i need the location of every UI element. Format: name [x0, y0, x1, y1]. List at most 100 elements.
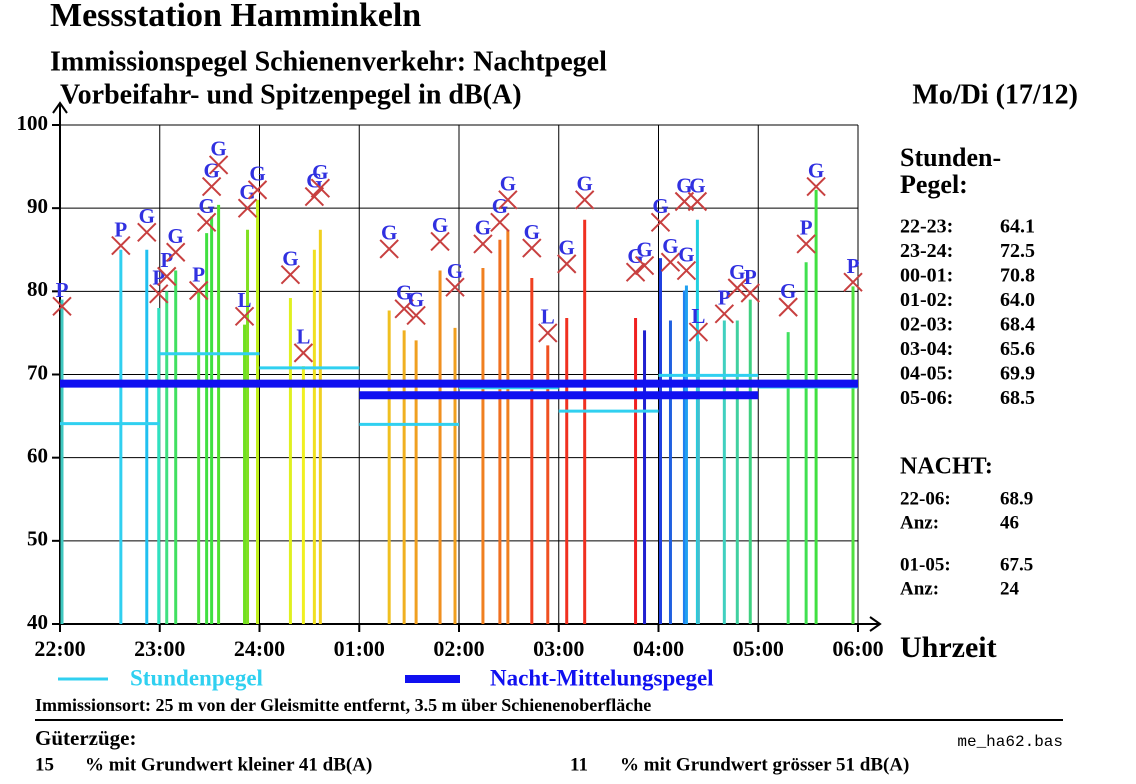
x-tick-label: 02:00	[433, 636, 484, 661]
peak-marker	[166, 242, 186, 262]
peak-marker	[490, 212, 510, 233]
side-value: 67.5	[1000, 554, 1033, 575]
y-tick-label: 60	[27, 443, 48, 467]
y-tick-label: 90	[27, 194, 48, 218]
x-tick-label: 22:00	[34, 636, 85, 661]
peak-marker	[430, 231, 450, 252]
peak-marker	[247, 180, 268, 200]
peak-marker	[650, 212, 671, 233]
side-value: 65.6	[1000, 338, 1035, 360]
side-label: 22-06:	[900, 488, 951, 509]
peak-marker	[201, 176, 222, 197]
side-label: 22-23:	[900, 216, 953, 238]
side-heading: Stunden-	[900, 143, 1001, 172]
footer-text: Güterzüge:	[35, 726, 136, 750]
peak-marker	[149, 284, 169, 304]
y-tick-label: 50	[27, 527, 48, 551]
x-tick-label: 24:00	[234, 636, 285, 661]
side-label: 03-04:	[900, 338, 953, 360]
axis-arrow	[52, 101, 68, 114]
event-label: L	[541, 305, 555, 329]
footer-text: 15	[35, 754, 54, 775]
event-label: P	[800, 216, 813, 240]
peak-marker	[522, 238, 542, 258]
event-label: G	[447, 259, 463, 283]
peak-marker	[796, 234, 816, 254]
side-label: Anz:	[900, 578, 939, 599]
event-label: G	[408, 287, 424, 311]
event-label: L	[691, 304, 705, 328]
axis-arrow	[869, 616, 882, 632]
side-label: 01-05:	[900, 554, 951, 575]
peak-marker	[660, 252, 681, 272]
y-tick-label: 100	[17, 111, 49, 135]
x-tick-label: 23:00	[134, 636, 185, 661]
peak-marker	[137, 222, 157, 242]
peak-marker	[778, 297, 798, 317]
peak-marker	[688, 322, 709, 342]
event-label: G	[780, 279, 796, 303]
side-value: 64.1	[1000, 216, 1035, 238]
side-label: Anz:	[900, 512, 939, 533]
peak-marker	[574, 190, 595, 210]
peak-marker	[237, 198, 258, 218]
peak-marker	[740, 283, 760, 303]
event-label: L	[238, 288, 252, 312]
x-tick-label: 05:00	[733, 636, 784, 661]
side-value: 68.4	[1000, 314, 1035, 336]
x-tick-label: 06:00	[832, 636, 883, 661]
footer-text: Immissionsort: 25 m von der Gleismitte e…	[35, 695, 651, 715]
peak-marker	[727, 278, 748, 298]
period: Mo/Di (17/12)	[912, 79, 1078, 110]
event-label: G	[396, 281, 412, 305]
peak-marker	[406, 305, 426, 326]
peak-marker	[52, 296, 72, 317]
event-label: G	[210, 137, 226, 161]
side-value: 24	[1000, 578, 1020, 599]
event-label: G	[282, 247, 298, 271]
x-axis-label: Uhrzeit	[900, 631, 997, 664]
event-label: G	[312, 160, 328, 184]
side-label: 00-01:	[900, 265, 953, 287]
event-label: G	[577, 172, 593, 196]
event-label: G	[689, 173, 705, 197]
event-label: G	[524, 220, 540, 244]
peak-marker	[538, 323, 558, 343]
event-label: P	[744, 265, 757, 289]
peak-marker	[394, 299, 414, 319]
event-label: G	[475, 216, 491, 240]
side-label: 05-06:	[900, 387, 953, 409]
event-label: G	[492, 194, 508, 218]
event-label: G	[678, 242, 694, 266]
event-label: G	[239, 180, 255, 204]
event-label: G	[203, 158, 219, 182]
side-label: 02-03:	[900, 314, 953, 336]
peak-marker	[280, 264, 301, 285]
event-label: G	[729, 260, 745, 284]
event-label: P	[56, 278, 69, 302]
subtitle: Vorbeifahr- und Spitzenpegel in dB(A)	[60, 79, 522, 110]
event-label: G	[198, 194, 214, 218]
event-label: G	[636, 237, 652, 261]
peak-marker	[473, 234, 493, 254]
side-heading: NACHT:	[900, 454, 993, 480]
peak-marker	[208, 155, 229, 175]
side-value: 69.9	[1000, 363, 1035, 385]
peak-marker	[310, 178, 331, 198]
event-label: G	[676, 173, 692, 197]
x-tick-label: 04:00	[633, 636, 684, 661]
side-label: 04-05:	[900, 363, 953, 385]
peak-marker	[634, 255, 655, 276]
side-label: 23-24:	[900, 240, 953, 262]
peak-marker	[625, 262, 646, 282]
y-tick-label: 70	[27, 360, 48, 384]
peak-marker	[676, 260, 697, 281]
side-value: 72.5	[1000, 240, 1035, 262]
peak-marker	[196, 212, 217, 233]
side-heading: Pegel:	[900, 170, 968, 199]
peak-marker	[304, 186, 325, 207]
peak-marker	[111, 235, 131, 256]
peak-marker	[806, 176, 826, 197]
x-tick-label: 03:00	[533, 636, 584, 661]
